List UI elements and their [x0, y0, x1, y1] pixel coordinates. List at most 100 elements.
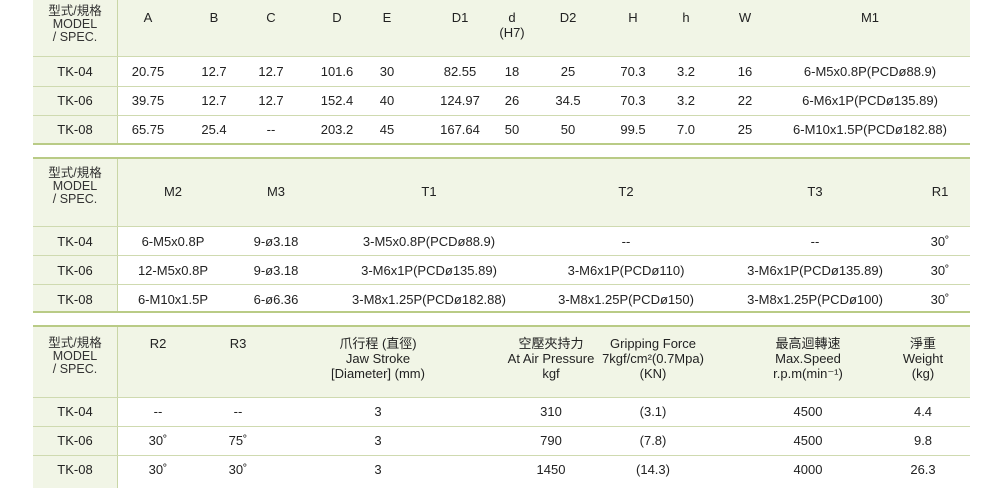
table-cell: 26 — [504, 93, 520, 108]
table-cell: 16 — [737, 64, 753, 79]
table3-header-3-line: At Air Pressure — [507, 351, 595, 366]
table-cell: 25 — [737, 122, 753, 137]
table-cell: 6-ø6.36 — [253, 292, 299, 307]
table-cell: 124.97 — [440, 93, 480, 108]
model-column — [33, 0, 117, 145]
table-cell: 12.7 — [201, 93, 227, 108]
table2-header-0: M2 — [164, 184, 182, 199]
table-cell: 7.0 — [676, 122, 696, 137]
table-cell: 30˚ — [930, 234, 950, 249]
table-cell: -- — [810, 234, 820, 249]
header-band — [33, 157, 970, 226]
table1-header-6: d (H7) — [499, 10, 524, 40]
table1-header-8: H — [628, 10, 637, 25]
table-cell: 34.5 — [555, 93, 581, 108]
table-cell: 30˚ — [930, 292, 950, 307]
row-divider — [33, 255, 970, 256]
row-divider — [33, 56, 970, 57]
table2-header-3-line: T2 — [618, 184, 634, 199]
spec-header-zh: 型式/規格 — [48, 4, 102, 18]
table3-header-5-line: Max.Speed — [775, 351, 841, 366]
table1-header-10: W — [739, 10, 751, 25]
table3-header-2-line: 爪行程 (直徑) — [339, 336, 417, 351]
table3-header-4-line: 7kgf/cm²(0.7Mpa) — [602, 351, 704, 366]
header-band — [33, 0, 970, 56]
table-cell: (3.1) — [639, 404, 667, 419]
model-name: TK-08 — [57, 122, 93, 137]
spec-header-zh: 型式/規格 — [48, 336, 102, 350]
table-cell: 4000 — [793, 462, 823, 477]
table-cell: 26.3 — [910, 462, 936, 477]
table-cell: 4.4 — [913, 404, 933, 419]
table-cell: 18 — [504, 64, 520, 79]
table-cell: 9-ø3.18 — [253, 234, 299, 249]
table-cell: 82.55 — [443, 64, 477, 79]
table1-header-5: D1 — [452, 10, 469, 25]
table-cell: 9-ø3.18 — [253, 263, 299, 278]
table1-header-10-line: W — [738, 10, 752, 25]
table1-header-0: A — [144, 10, 153, 25]
row-divider — [33, 455, 970, 456]
spec-header: 型式/規格 MODEL / SPEC. — [33, 337, 117, 376]
table-cell: 12-M5x0.8P — [137, 263, 209, 278]
table1-header-3-line: D — [332, 10, 342, 25]
table2-header-4-line: T3 — [807, 184, 823, 199]
table-cell: 3-M8x1.25P(PCDø182.88) — [352, 292, 506, 307]
table-cell: 9.8 — [913, 433, 933, 448]
table-cell: 25.4 — [201, 122, 227, 137]
table3-header-6: 淨重 Weight (kg) — [903, 336, 943, 381]
column-divider — [117, 325, 118, 488]
table3-header-5: 最高迴轉速 Max.Speed r.p.m(min⁻¹) — [773, 336, 843, 381]
table-cell: 310 — [540, 404, 562, 419]
table-cell: 70.3 — [620, 93, 646, 108]
table1-header-0-line: A — [143, 10, 153, 25]
table1-header-5-line: D1 — [451, 10, 469, 25]
table1-header-11-line: M1 — [860, 10, 880, 25]
table2-header-2-line: T1 — [421, 184, 437, 199]
table1-header-1-line: B — [209, 10, 219, 25]
table2-header-0-line: M2 — [163, 184, 183, 199]
table3-header-4-line: Gripping Force — [610, 336, 696, 351]
table1-header-9-line: h — [682, 10, 690, 25]
table-cell: (7.8) — [639, 433, 667, 448]
model-column — [33, 157, 117, 313]
spec-table-threads: 型式/規格 MODEL / SPEC. M2 M3 T1 T2 T3 R1 TK-04 6-M… — [33, 157, 970, 313]
model-column — [33, 325, 117, 488]
table-cell: 3-M6x1P(PCDø135.89) — [747, 263, 883, 278]
table-cell: -- — [266, 122, 276, 137]
table-cell: 6-M6x1P(PCDø135.89) — [802, 93, 938, 108]
table3-header-1: R3 — [230, 336, 247, 351]
table3-header-6-line: Weight — [902, 351, 944, 366]
table2-header-2: T1 — [421, 184, 436, 199]
table-cell: -- — [621, 234, 631, 249]
table-cell: 99.5 — [620, 122, 646, 137]
table2-header-4: T3 — [807, 184, 822, 199]
table-cell: 50 — [560, 122, 576, 137]
table-cell: 3 — [374, 462, 382, 477]
spec-header-model: MODEL — [52, 17, 98, 31]
row-divider — [33, 284, 970, 285]
table-cell: 39.75 — [131, 93, 165, 108]
model-name: TK-04 — [57, 404, 93, 419]
table-cell: 45 — [379, 122, 395, 137]
table-top-border — [33, 325, 970, 327]
table3-header-4-line: (KN) — [639, 366, 667, 381]
table2-header-5-line: R1 — [931, 184, 949, 199]
table1-header-7-line: D2 — [559, 10, 577, 25]
spec-header-model: MODEL — [52, 179, 98, 193]
table3-header-0-line: R2 — [149, 336, 167, 351]
table-cell: 4500 — [793, 433, 823, 448]
table-cell: 6-M10x1.5P(PCDø182.88) — [793, 122, 947, 137]
table-cell: 203.2 — [320, 122, 354, 137]
table1-header-2: C — [266, 10, 275, 25]
model-name: TK-04 — [57, 64, 93, 79]
table-cell: 65.75 — [131, 122, 165, 137]
table1-header-6-line: d — [508, 10, 516, 25]
table1-header-9: h — [682, 10, 689, 25]
model-name: TK-06 — [57, 433, 93, 448]
row-divider — [33, 397, 970, 398]
spec-header-spec: / SPEC. — [52, 192, 98, 206]
spec-table-performance: 型式/規格 MODEL / SPEC. R2 R3 爪行程 (直徑) Jaw Stro… — [33, 325, 970, 488]
table-cell: 50 — [504, 122, 520, 137]
